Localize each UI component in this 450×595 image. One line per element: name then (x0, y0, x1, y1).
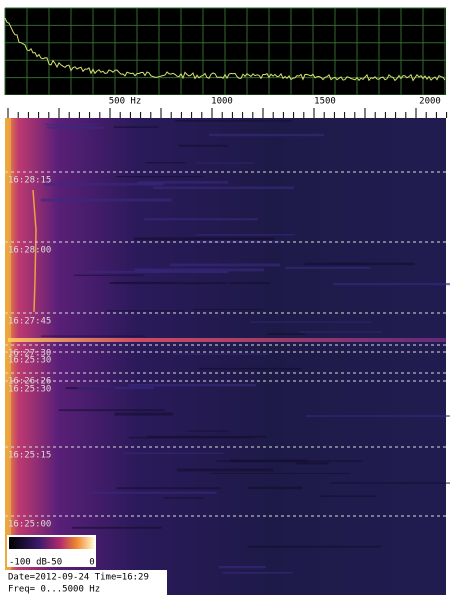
streak (47, 127, 104, 129)
streak (91, 492, 217, 494)
streak (247, 546, 381, 548)
streak (77, 387, 154, 390)
streak (129, 437, 255, 439)
streak (285, 267, 370, 269)
streak (107, 310, 184, 311)
streak (229, 282, 270, 284)
time-label: 16:25:00 (8, 520, 51, 530)
burst-line (8, 338, 446, 342)
streak (116, 176, 203, 177)
streak (144, 218, 258, 220)
streak (333, 283, 450, 285)
streak (193, 309, 263, 310)
streak (129, 384, 256, 387)
streak (175, 120, 292, 122)
streak (41, 199, 172, 202)
streak (114, 282, 173, 283)
streak (250, 322, 372, 323)
streak (138, 181, 229, 184)
time-label: 16:25:30 (8, 356, 51, 366)
colorbar (9, 537, 94, 549)
streak (134, 268, 263, 271)
streak (41, 336, 145, 337)
streak (299, 331, 382, 332)
streak (187, 431, 228, 432)
time-label: 16:27:45 (8, 317, 51, 327)
streak (330, 482, 450, 483)
streak (197, 234, 295, 235)
streak (170, 263, 280, 266)
streak (248, 487, 302, 489)
streak (223, 572, 293, 574)
streak (133, 237, 274, 240)
streak (267, 333, 305, 335)
streak (295, 462, 328, 464)
streak (45, 124, 97, 126)
time-label: 16:28:00 (8, 246, 51, 256)
streak (114, 413, 173, 416)
status-line: Freq= 0...5000 Hz (8, 585, 100, 595)
streak (305, 263, 415, 265)
frequency-label: 1000 (211, 97, 233, 107)
time-label: 16:28:15 (8, 176, 51, 186)
streak (117, 487, 221, 489)
streak (164, 497, 204, 498)
streak (179, 145, 228, 147)
streak (306, 415, 450, 417)
streak (209, 134, 324, 136)
streak (153, 187, 294, 190)
spectrum-analyzer: 500 Hz 1000 1500 2000 16:28:15 16:28:00 16:27… (0, 0, 450, 595)
streak (219, 566, 266, 568)
streak (177, 469, 273, 472)
streak (196, 163, 255, 164)
frequency-label: 500 Hz (109, 97, 142, 107)
streak (146, 162, 186, 163)
streak (74, 275, 143, 276)
streak (72, 527, 162, 529)
streak (114, 126, 159, 128)
colorbar-label: 0 (89, 558, 94, 568)
frequency-label: 2000 (419, 97, 441, 107)
colorbar-label: -50 (46, 558, 62, 568)
time-label: 16:25:15 (8, 451, 51, 461)
spectrogram (5, 118, 446, 595)
time-label: 16:25:30 (8, 385, 51, 395)
frequency-label: 1500 (314, 97, 336, 107)
streak (123, 453, 223, 454)
streak (59, 409, 165, 411)
streak (173, 354, 269, 355)
streak (230, 460, 308, 463)
colorbar-label: -100 dB (9, 558, 47, 568)
status-line: Date=2012-09-24 Time=16:29 (8, 573, 149, 583)
streak (211, 473, 351, 474)
streak (198, 368, 301, 370)
streak (319, 495, 376, 497)
